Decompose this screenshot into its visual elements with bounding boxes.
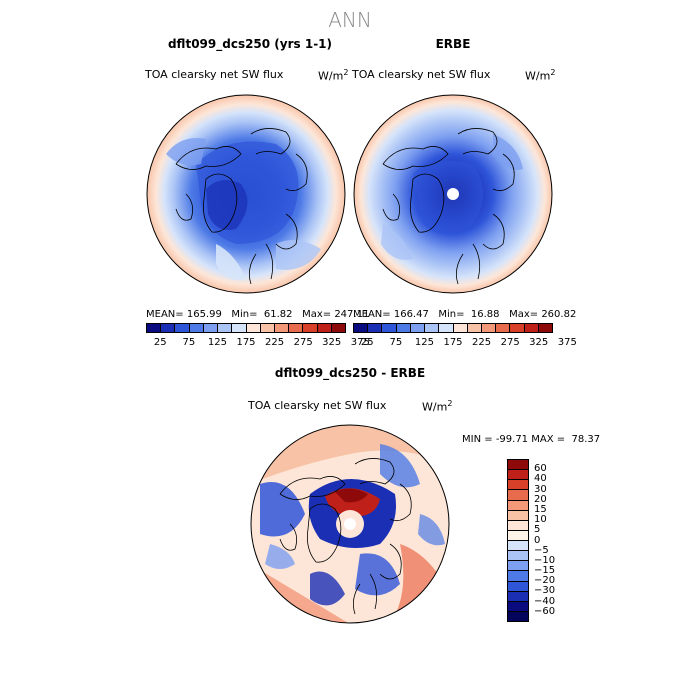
colorbar-swatch (382, 324, 397, 332)
colorbar-tick-label: −15 (534, 565, 556, 577)
colorbar-tick-label: −10 (534, 554, 556, 566)
colorbar-tick-label: 60 (534, 463, 547, 475)
panel-title-model: dflt099_dcs250 (yrs 1-1) (167, 37, 333, 51)
colorbar-swatch (508, 520, 528, 531)
colorbar-tick-label: 225 (472, 337, 492, 348)
colorbar-swatch (508, 530, 528, 541)
colorbar-tick-label: 30 (534, 483, 547, 495)
panel-model-units: W/m2 (318, 68, 349, 83)
colorbar-tick-label: 175 (443, 337, 463, 348)
colorbar-tick-label: −30 (534, 585, 556, 597)
colorbar-swatch (510, 324, 525, 332)
colorbar-swatch (508, 470, 528, 481)
polar-map-diff (250, 424, 450, 624)
colorbar-tick-label: 225 (265, 337, 285, 348)
colorbar-tick-label: 275 (293, 337, 313, 348)
colorbar-swatch (161, 324, 176, 332)
colorbar-tick-label: 25 (153, 337, 167, 348)
colorbar-swatch (496, 324, 511, 332)
colorbar-diff-ticks: 60 40 30 20 15 10 5 0 −5 −10 −15 −20 −30 −40 −60 (534, 459, 574, 622)
colorbar-model (146, 323, 346, 333)
colorbar-tick-label: 125 (414, 337, 434, 348)
panel-diff-stats: MIN = -99.71 MAX = 78.37 (462, 434, 601, 445)
colorbar-tick-label: 325 (529, 337, 549, 348)
colorbar-swatch (508, 561, 528, 572)
panel-model-stats: MEAN= 165.99 Min= 61.82 Max= 247.11 (146, 309, 370, 320)
polar-map-obs (353, 94, 553, 294)
colorbar-swatch (203, 324, 219, 332)
panel-model-field-label: TOA clearsky net SW flux (145, 68, 284, 81)
colorbar-tick-label: 325 (322, 337, 342, 348)
colorbar-tick-label: 375 (557, 337, 577, 348)
colorbar-tick-label: 75 (389, 337, 403, 348)
colorbar-tick-label: −5 (534, 544, 549, 556)
colorbar-swatch (508, 581, 528, 592)
colorbar-swatch (425, 324, 440, 332)
colorbar-swatch (508, 611, 528, 621)
colorbar-swatch (508, 490, 528, 501)
colorbar-swatch (508, 480, 528, 491)
colorbar-swatch (303, 324, 318, 332)
colorbar-swatch (439, 324, 454, 332)
colorbar-swatch (508, 500, 528, 511)
panel-obs-units: W/m2 (525, 68, 556, 83)
colorbar-swatch (317, 324, 332, 332)
colorbar-swatch (508, 551, 528, 562)
colorbar-swatch (289, 324, 304, 332)
colorbar-swatch (354, 324, 369, 332)
panel-obs-field-label: TOA clearsky net SW flux (352, 68, 491, 81)
colorbar-swatch (508, 571, 528, 582)
colorbar-swatch (189, 324, 204, 332)
colorbar-obs-ticks: 25 75 125 175 225 275 325 375 (353, 337, 577, 349)
colorbar-tick-label: −40 (534, 595, 556, 607)
colorbar-tick-label: 40 (534, 473, 547, 485)
colorbar-swatch (538, 324, 553, 332)
panel-obs-stats: MEAN= 166.47 Min= 16.88 Max= 260.82 (353, 309, 577, 320)
colorbar-swatch (218, 324, 233, 332)
colorbar-swatch (524, 324, 539, 332)
colorbar-swatch (508, 601, 528, 612)
colorbar-swatch (274, 324, 290, 332)
colorbar-tick-label: −20 (534, 575, 556, 587)
panel-diff-field-label: TOA clearsky net SW flux (248, 399, 387, 412)
colorbar-model-ticks: 25 75 125 175 225 275 325 375 (146, 337, 370, 349)
colorbar-swatch (232, 324, 247, 332)
colorbar-swatch (368, 324, 383, 332)
colorbar-obs (353, 323, 553, 333)
colorbar-swatch (331, 324, 346, 332)
colorbar-swatch (147, 324, 162, 332)
panel-diff-units: W/m2 (422, 399, 453, 414)
colorbar-tick-label: 5 (534, 524, 541, 536)
panel-title-obs: ERBE (435, 37, 471, 51)
colorbar-swatch (410, 324, 426, 332)
colorbar-swatch (467, 324, 482, 332)
colorbar-tick-label: 20 (534, 493, 547, 505)
colorbar-swatch (260, 324, 275, 332)
colorbar-swatch (508, 510, 528, 521)
colorbar-tick-label: 125 (207, 337, 227, 348)
colorbar-swatch (396, 324, 411, 332)
colorbar-tick-label: −60 (534, 605, 556, 617)
colorbar-swatch (175, 324, 190, 332)
colorbar-swatch (453, 324, 468, 332)
colorbar-swatch (481, 324, 497, 332)
colorbar-tick-label: 10 (534, 514, 547, 526)
polar-map-model (146, 94, 346, 294)
colorbar-swatch (508, 541, 528, 552)
colorbar-swatch (508, 591, 528, 602)
colorbar-tick-label: 25 (360, 337, 374, 348)
colorbar-swatch (246, 324, 261, 332)
colorbar-tick-label: 175 (236, 337, 256, 348)
colorbar-tick-label: 15 (534, 503, 547, 515)
colorbar-tick-label: 0 (534, 534, 541, 546)
colorbar-tick-label: 275 (500, 337, 520, 348)
panel-title-diff: dflt099_dcs250 - ERBE (274, 366, 426, 380)
colorbar-diff (507, 459, 529, 622)
colorbar-swatch (508, 460, 528, 471)
colorbar-tick-label: 375 (350, 337, 370, 348)
colorbar-tick-label: 75 (182, 337, 196, 348)
page-title: ANN (328, 8, 372, 32)
